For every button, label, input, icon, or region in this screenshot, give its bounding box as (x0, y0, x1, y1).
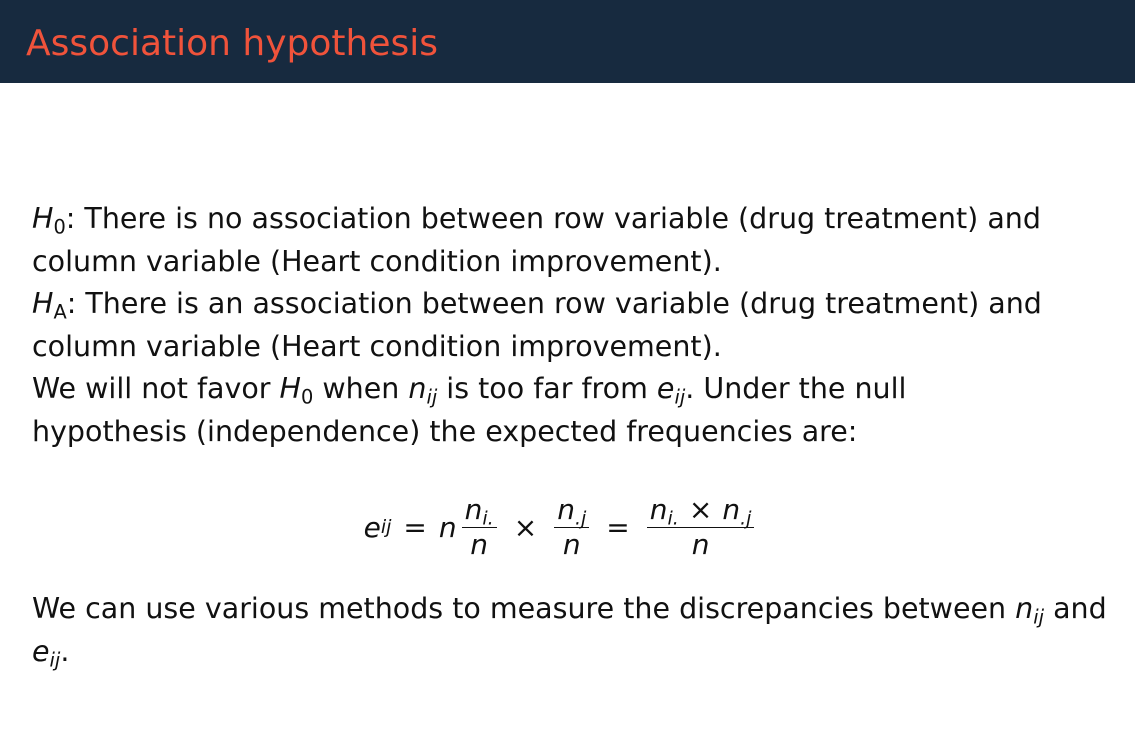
title-bar: Association hypothesis (0, 0, 1135, 83)
equals-sign-2: = (606, 510, 630, 544)
closing-text-pre: We can use various methods to measure th… (32, 592, 1016, 625)
closing-paragraph: We can use various methods to measure th… (32, 587, 1122, 672)
times-sign-2: × (688, 492, 713, 526)
times-sign-1: × (513, 510, 538, 544)
e-ij-subscript: ij (674, 385, 686, 409)
frac3-num-subscript-2: .j (740, 506, 752, 529)
closing-text-post: and (1044, 592, 1107, 625)
h0-symbol: H (32, 202, 54, 235)
fraction-column-total-denominator: n (563, 528, 581, 562)
h0-subscript: 0 (53, 215, 66, 239)
frac3-num-var-2: n (722, 492, 741, 526)
closing-period: . (60, 634, 70, 668)
fraction-row-total-numerator: ni. (462, 492, 497, 529)
frac2-num-subscript: .j (574, 506, 587, 529)
slide-title: Association hypothesis (26, 23, 439, 64)
h0-line-1: H0: There is no association between row … (32, 198, 1122, 241)
h0-line-2: column variable (Heart condition improve… (32, 244, 722, 278)
frac1-den: n (470, 527, 489, 561)
frac1-num-var: n (464, 492, 483, 526)
closing-line-2: eij. (32, 630, 1122, 673)
closing-e-subscript: ij (49, 647, 61, 671)
fraction-row-total-denominator: n (470, 528, 488, 562)
closing-line-1: We can use various methods to measure th… (32, 587, 1122, 630)
closing-e-var: e (32, 634, 50, 668)
fraction-bar (646, 526, 755, 528)
favor-line: We will not favor H0 when nij is too far… (32, 368, 1122, 411)
fraction-column-total-numerator: n.j (554, 492, 589, 529)
formula-coefficient: n (438, 510, 457, 544)
favor-h-subscript: 0 (300, 385, 314, 409)
null-hypothesis-line: hypothesis (independence) the expected f… (32, 414, 858, 448)
equals-sign-1: = (403, 510, 427, 544)
frac3-num-var-1: n (649, 492, 668, 526)
closing-n-subscript: ij (1033, 605, 1045, 629)
fraction-bar (554, 526, 590, 528)
fraction-combined: ni. × n.j n (646, 492, 755, 562)
fraction-bar (461, 526, 497, 528)
favor-text-mid: when (313, 372, 409, 405)
expected-frequency-formula: e ij = n ni. n × n.j n = ni. × n.j n (0, 487, 1129, 567)
fraction-column-total: n.j n (554, 492, 590, 562)
frac2-den: n (562, 527, 581, 561)
ha-text-1: : There is an association between row va… (66, 287, 1042, 320)
favor-h-symbol: H (279, 372, 301, 405)
n-var: n (408, 372, 427, 405)
fraction-row-total: ni. n (461, 492, 497, 562)
favor-text-pre: We will not favor (32, 372, 280, 405)
frac2-num-var: n (557, 492, 575, 526)
ha-line-2: column variable (Heart condition improve… (32, 329, 722, 363)
favor-text-mid2: is too far from (437, 372, 657, 405)
formula-lhs-subscript: ij (380, 516, 392, 538)
ha-line-1: HA: There is an association between row … (32, 283, 1122, 326)
slide-body: H0: There is no association between row … (32, 198, 1122, 453)
frac3-den: n (691, 527, 710, 561)
fraction-combined-denominator: n (692, 528, 710, 562)
frac1-num-subscript: i. (482, 506, 494, 529)
h0-text-1: : There is no association between row va… (65, 202, 1041, 235)
closing-n-var: n (1015, 592, 1034, 625)
e-var: e (656, 372, 675, 405)
favor-text-post: . Under the null (685, 372, 907, 405)
ha-symbol: H (32, 287, 54, 320)
formula-lhs-var: e (363, 510, 381, 544)
frac3-num-subscript-1: i. (667, 506, 679, 529)
n-ij-subscript: ij (426, 385, 438, 409)
fraction-combined-numerator: ni. × n.j (647, 492, 755, 529)
ha-subscript: A (53, 300, 67, 324)
